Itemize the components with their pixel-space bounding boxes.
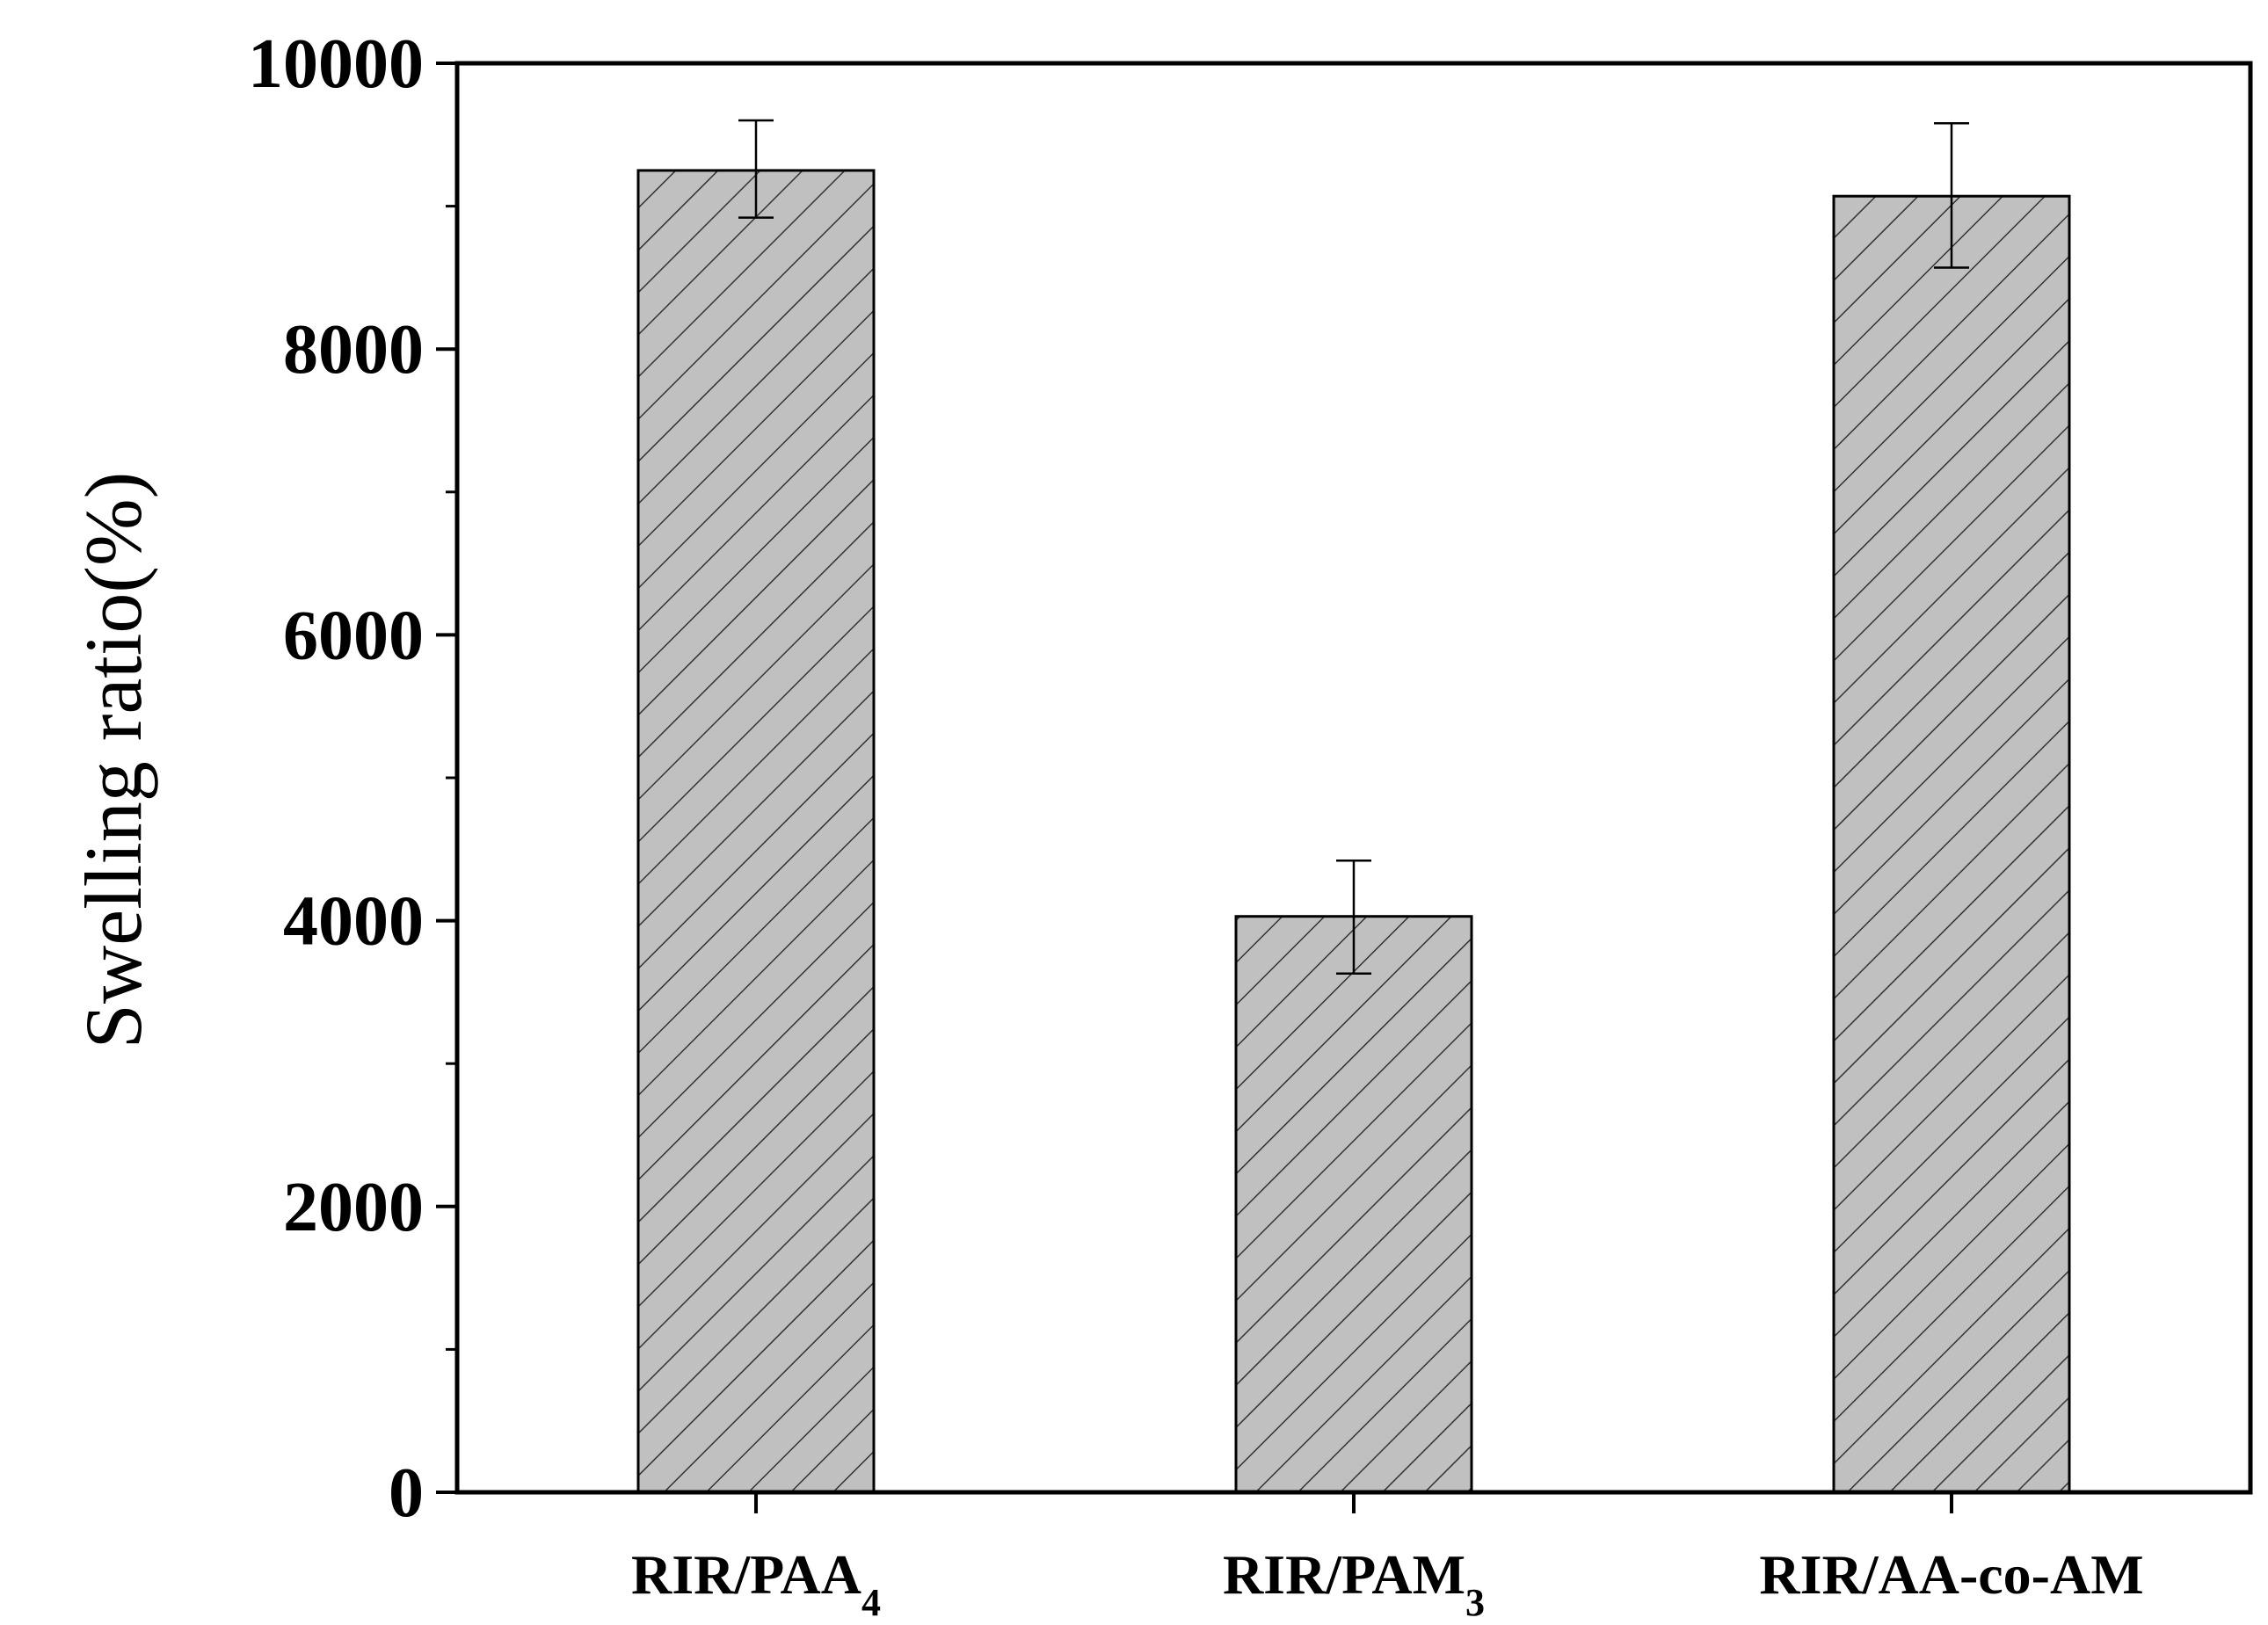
x-axis-ticks: RIR/PAA4 RIR/PAM3 RIR/AA-co-AM (631, 1492, 2144, 1624)
bars-layer (636, 169, 2071, 1494)
y-axis-ticks: 0 2000 4000 6000 8000 10000 (248, 25, 457, 1532)
y-tick-label: 10000 (248, 25, 424, 103)
y-tick-label: 0 (389, 1455, 424, 1532)
y-tick-label: 4000 (283, 883, 424, 961)
y-tick-label: 6000 (283, 597, 424, 674)
bar-3 (1832, 194, 2071, 1494)
error-bar-3 (1934, 122, 1969, 269)
bar-1 (636, 169, 876, 1494)
x-tick-label-text: RIR/PAM (1223, 1543, 1465, 1606)
error-bar-1 (738, 119, 774, 219)
x-tick-label-subscript: 3 (1465, 1581, 1485, 1624)
error-bar-2 (1336, 860, 1371, 976)
x-tick-label-3: RIR/AA-co-AM (1759, 1543, 2143, 1606)
x-tick-label-1: RIR/PAA4 (631, 1543, 881, 1624)
y-tick-label: 8000 (283, 311, 424, 388)
y-axis-title: Swelling ratio(%) (69, 472, 158, 1049)
bar-2 (1234, 915, 1473, 1494)
x-tick-label-subscript: 4 (861, 1581, 881, 1624)
x-tick-label-text: RIR/PAA (631, 1543, 861, 1606)
x-tick-label-text: RIR/AA-co-AM (1759, 1543, 2143, 1606)
error-bars-layer (738, 119, 1969, 976)
y-tick-label: 2000 (283, 1169, 424, 1246)
x-tick-label-2: RIR/PAM3 (1223, 1543, 1485, 1624)
